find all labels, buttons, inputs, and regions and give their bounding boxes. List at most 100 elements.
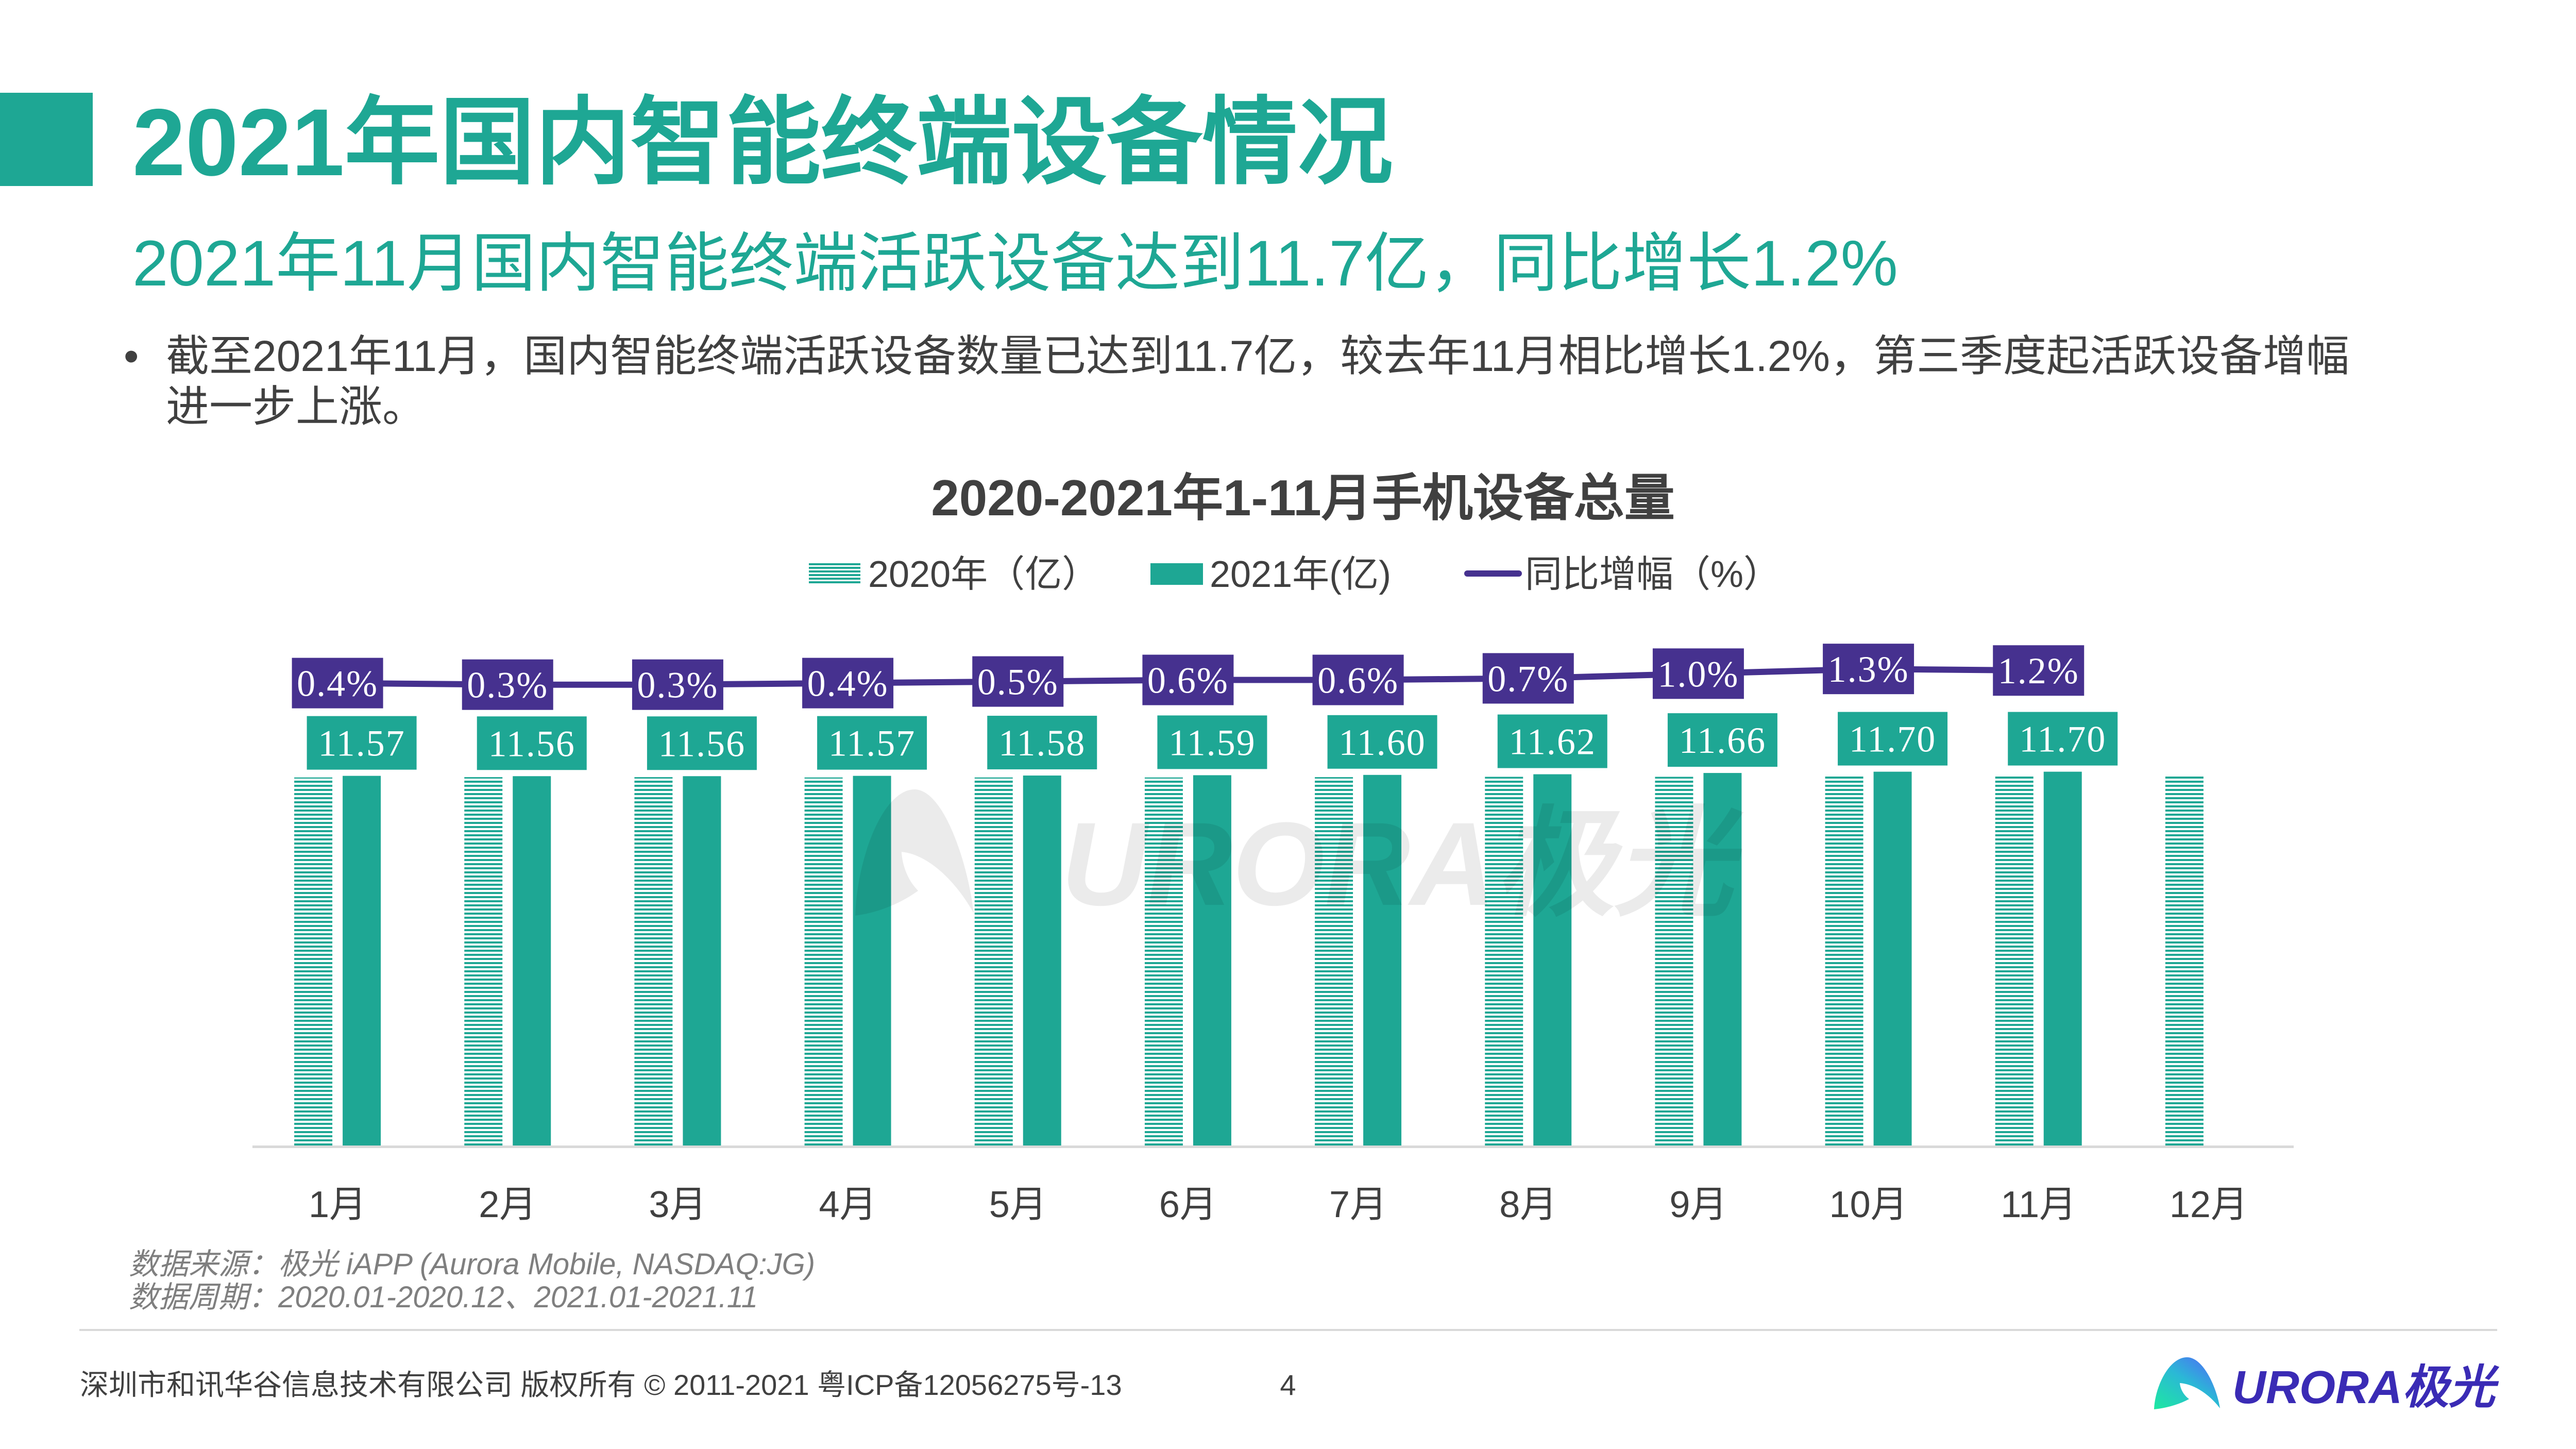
yoy-label-box xyxy=(1652,648,1744,699)
bar-2020 xyxy=(1485,777,1523,1145)
yoy-data-label: 0.6% xyxy=(1312,654,1404,705)
yoy-data-label: 0.4% xyxy=(802,658,894,709)
bar-label-box xyxy=(817,716,927,770)
bar-label-box xyxy=(1497,714,1607,768)
bar-label-text: 11.56 xyxy=(488,723,575,764)
yoy-data-label: 0.6% xyxy=(1142,654,1234,705)
yoy-data-label: 0.3% xyxy=(632,659,723,710)
bar-2021-data-label: 11.70 xyxy=(1838,712,1948,766)
yoy-data-label: 0.7% xyxy=(1482,653,1574,704)
bar-2021 xyxy=(1533,774,1572,1145)
bar-2021 xyxy=(1363,774,1402,1145)
yoy-data-label: 1.0% xyxy=(1652,648,1744,699)
x-tick-label: 11月 xyxy=(2001,1184,2076,1225)
footer-copyright: 深圳市和讯华谷信息技术有限公司 版权所有 © 2011-2021 粤ICP备12… xyxy=(80,1369,1122,1401)
bar-2020 xyxy=(804,777,843,1145)
bar-label-box xyxy=(2008,712,2118,766)
x-tick-label: 10月 xyxy=(1829,1184,1908,1225)
x-tick-label: 5月 xyxy=(989,1184,1047,1225)
yoy-label-box xyxy=(1312,654,1404,705)
title-accent-bar xyxy=(0,93,93,186)
x-tick-label: 3月 xyxy=(649,1184,706,1225)
bar-label-text: 11.58 xyxy=(998,722,1086,764)
footer-logo-text: URORA极光 xyxy=(2232,1362,2495,1413)
x-axis-line xyxy=(252,1145,2294,1148)
yoy-data-label: 0.3% xyxy=(462,659,553,710)
bar-label-box xyxy=(987,716,1097,770)
yoy-label-text: 0.6% xyxy=(1147,660,1229,701)
yoy-label-text: 0.7% xyxy=(1487,658,1569,699)
bar-label-text: 11.62 xyxy=(1509,721,1596,763)
yoy-data-label: 0.4% xyxy=(292,658,383,709)
bar-2020 xyxy=(1315,777,1353,1145)
bar-2021-data-label: 11.57 xyxy=(817,716,927,770)
yoy-label-box xyxy=(1142,654,1234,705)
bar-2020 xyxy=(2165,776,2204,1145)
bar-label-text: 11.59 xyxy=(1168,722,1256,763)
bar-2021 xyxy=(683,776,721,1145)
bar-label-text: 11.57 xyxy=(828,723,916,764)
footer-divider xyxy=(79,1329,2497,1331)
bar-label-box xyxy=(1667,713,1777,767)
legend-swatch-2020-striped xyxy=(809,563,860,585)
bar-2021 xyxy=(1023,776,1061,1145)
bullet-icon: • xyxy=(124,332,139,380)
yoy-label-text: 1.3% xyxy=(1828,649,1909,690)
x-tick-label: 4月 xyxy=(819,1184,877,1225)
bar-label-text: 11.60 xyxy=(1338,722,1426,763)
bar-2021-data-label: 11.56 xyxy=(477,716,587,770)
bar-2021 xyxy=(513,776,551,1145)
bar-label-box xyxy=(647,716,757,770)
bar-2020 xyxy=(464,777,503,1145)
yoy-label-text: 0.4% xyxy=(297,663,378,704)
bar-2020 xyxy=(634,777,673,1145)
x-tick-label: 9月 xyxy=(1669,1184,1727,1225)
x-tick-label: 1月 xyxy=(309,1184,366,1225)
summary-bullet-text: 截至2021年11月，国内智能终端活跃设备数量已达到11.7亿，较去年11月相比… xyxy=(166,332,2349,431)
yoy-data-label: 1.3% xyxy=(1823,644,1914,695)
bar-label-text: 11.56 xyxy=(658,723,745,764)
legend-swatch-yoy-line xyxy=(1464,570,1522,577)
bar-2021 xyxy=(1193,775,1231,1145)
bar-label-text: 11.66 xyxy=(1679,720,1766,761)
yoy-label-text: 1.0% xyxy=(1657,653,1739,695)
legend-label-yoy: 同比增幅（%） xyxy=(1525,554,1781,595)
yoy-label-box xyxy=(1823,644,1914,695)
bar-2020 xyxy=(974,777,1013,1145)
bar-2021-data-label: 11.56 xyxy=(647,716,757,770)
watermark-text: URORA极光 xyxy=(1061,798,1733,930)
bar-2021-data-label: 11.58 xyxy=(987,716,1097,770)
yoy-label-text: 1.2% xyxy=(1998,650,2079,692)
bar-2021 xyxy=(1873,771,1912,1145)
bar-2021 xyxy=(343,776,381,1145)
bar-label-text: 11.70 xyxy=(2019,719,2106,760)
bar-2021 xyxy=(853,776,891,1145)
bar-2021-data-label: 11.66 xyxy=(1667,713,1777,767)
legend-label-2020: 2020年（亿） xyxy=(868,554,1099,595)
bar-label-box xyxy=(1327,715,1437,769)
legend-label-2021: 2021年(亿) xyxy=(1210,554,1392,595)
aurora-logo-icon xyxy=(2154,1357,2220,1409)
bar-label-text: 11.57 xyxy=(318,723,405,764)
yoy-label-box xyxy=(462,659,553,710)
yoy-label-box xyxy=(1993,645,2084,696)
aurora-logo-icon xyxy=(855,789,974,916)
yoy-data-label: 1.2% xyxy=(1993,645,2084,696)
bar-2021-data-label: 11.62 xyxy=(1497,714,1607,768)
yoy-data-label: 0.5% xyxy=(972,656,1064,707)
chart-title: 2020-2021年1-11月手机设备总量 xyxy=(931,469,1675,526)
x-tick-label: 8月 xyxy=(1499,1184,1557,1225)
bar-label-box xyxy=(1157,715,1267,769)
x-tick-label: 2月 xyxy=(479,1184,536,1225)
bar-label-text: 11.70 xyxy=(1849,719,1936,760)
bar-2021-data-label: 11.59 xyxy=(1157,715,1267,769)
bar-2021 xyxy=(2043,771,2082,1145)
yoy-label-box xyxy=(972,656,1064,707)
bar-2021-data-label: 11.70 xyxy=(2008,712,2118,766)
yoy-label-text: 0.5% xyxy=(977,662,1059,703)
chart-plot: 0.4% 0.3% 0.3% 0.4% 0.5% 0.6% 0.6% 0.7% 1.0% 1.3%… xyxy=(252,644,2294,1225)
yoy-label-text: 0.3% xyxy=(467,665,548,706)
bar-2021 xyxy=(1703,773,1742,1145)
yoy-label-box xyxy=(292,658,383,709)
